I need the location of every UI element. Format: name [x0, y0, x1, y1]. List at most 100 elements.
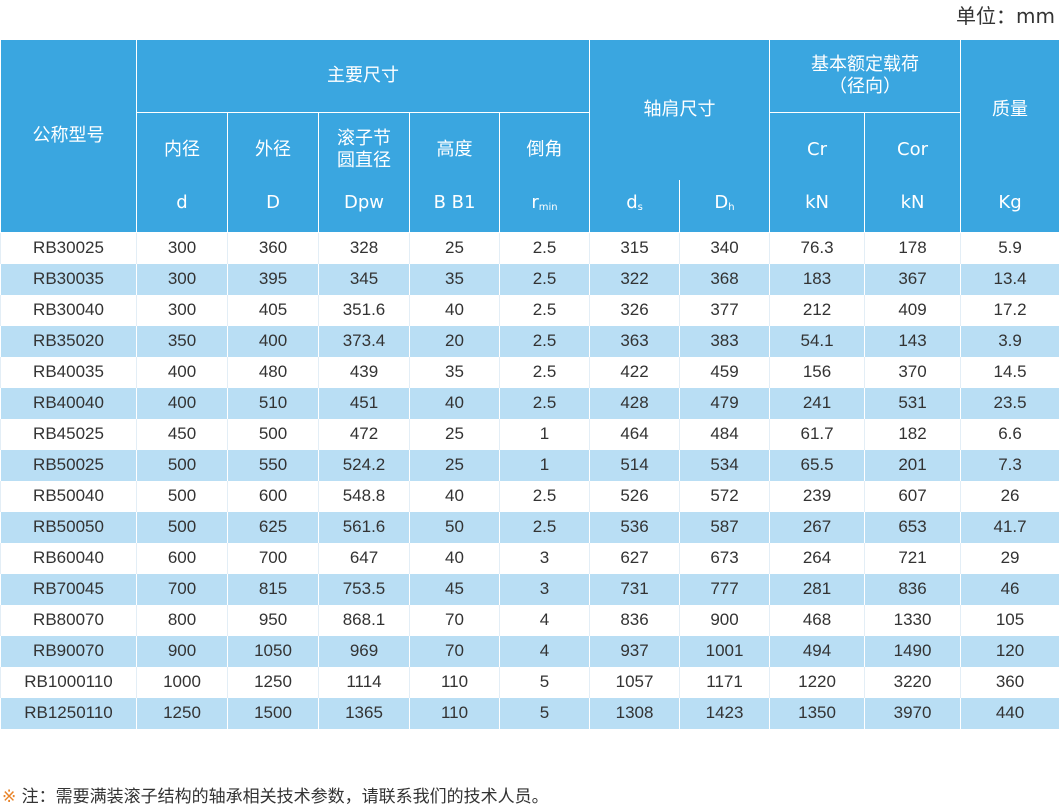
value-cell: 836	[590, 605, 680, 636]
mass-unit: Kg	[961, 180, 1059, 232]
value-cell: 35	[410, 264, 500, 295]
value-cell: 1490	[865, 636, 961, 667]
value-cell: 3	[500, 543, 590, 574]
value-cell: 721	[865, 543, 961, 574]
header-line: 高度	[410, 139, 499, 161]
value-cell: 1001	[680, 636, 770, 667]
dim-name: 内径	[137, 112, 228, 180]
shoulder-symbol: ds	[590, 180, 680, 232]
mass-header: 质量	[961, 40, 1059, 180]
value-cell: 182	[865, 419, 961, 450]
value-cell: 500	[137, 450, 228, 481]
value-cell: 937	[590, 636, 680, 667]
header-line: （径向）	[770, 76, 960, 98]
model-cell: RB50040	[1, 481, 137, 512]
value-cell: 405	[228, 295, 319, 326]
value-cell: 300	[137, 295, 228, 326]
value-cell: 524.2	[319, 450, 410, 481]
value-cell: 2.5	[500, 326, 590, 357]
value-cell: 400	[137, 357, 228, 388]
value-cell: 2.5	[500, 295, 590, 326]
value-cell: 526	[590, 481, 680, 512]
model-cell: RB30035	[1, 264, 137, 295]
value-cell: 76.3	[770, 232, 865, 264]
model-cell: RB60040	[1, 543, 137, 574]
value-cell: 14.5	[961, 357, 1059, 388]
value-cell: 178	[865, 232, 961, 264]
value-cell: 409	[865, 295, 961, 326]
header-line: 滚子节	[319, 128, 409, 150]
value-cell: 450	[137, 419, 228, 450]
value-cell: 514	[590, 450, 680, 481]
value-cell: 1	[500, 450, 590, 481]
value-cell: 212	[770, 295, 865, 326]
header-line: 倒角	[500, 139, 589, 161]
value-cell: 5.9	[961, 232, 1059, 264]
value-cell: 368	[680, 264, 770, 295]
footnote: ※ 注：需要满装滚子结构的轴承相关技术参数，请联系我们的技术人员。	[2, 782, 549, 807]
value-cell: 484	[680, 419, 770, 450]
dim-symbol: rmin	[500, 180, 590, 232]
value-cell: 534	[680, 450, 770, 481]
value-cell: 373.4	[319, 326, 410, 357]
value-cell: 322	[590, 264, 680, 295]
value-cell: 479	[680, 388, 770, 419]
value-cell: 510	[228, 388, 319, 419]
value-cell: 548.8	[319, 481, 410, 512]
value-cell: 395	[228, 264, 319, 295]
value-cell: 815	[228, 574, 319, 605]
value-cell: 587	[680, 512, 770, 543]
value-cell: 20	[410, 326, 500, 357]
value-cell: 653	[865, 512, 961, 543]
symbol: B B1	[434, 192, 476, 213]
symbol-sub: s	[638, 202, 643, 213]
value-cell: 900	[680, 605, 770, 636]
model-cell: RB1000110	[1, 667, 137, 698]
value-cell: 201	[865, 450, 961, 481]
value-cell: 328	[319, 232, 410, 264]
value-cell: 400	[137, 388, 228, 419]
symbol: r	[531, 192, 538, 213]
shoulder-symbol: Dh	[680, 180, 770, 232]
load-unit: kN	[865, 180, 961, 232]
value-cell: 500	[137, 512, 228, 543]
value-cell: 777	[680, 574, 770, 605]
unit-label: 单位：mm	[956, 0, 1055, 29]
model-header: 公称型号	[1, 40, 137, 232]
value-cell: 572	[680, 481, 770, 512]
value-cell: 1	[500, 419, 590, 450]
value-cell: 468	[770, 605, 865, 636]
value-cell: 531	[865, 388, 961, 419]
load-header: 基本额定载荷（径向）	[770, 40, 961, 112]
header-line: 内径	[137, 139, 227, 161]
value-cell: 40	[410, 388, 500, 419]
model-cell: RB90070	[1, 636, 137, 667]
symbol: Dpw	[344, 192, 384, 213]
value-cell: 363	[590, 326, 680, 357]
value-cell: 673	[680, 543, 770, 574]
symbol: d	[176, 192, 187, 213]
value-cell: 1423	[680, 698, 770, 729]
value-cell: 345	[319, 264, 410, 295]
value-cell: 500	[228, 419, 319, 450]
value-cell: 13.4	[961, 264, 1059, 295]
dim-name: 滚子节圆直径	[319, 112, 410, 180]
value-cell: 607	[865, 481, 961, 512]
value-cell: 647	[319, 543, 410, 574]
symbol: D	[266, 192, 280, 213]
value-cell: 472	[319, 419, 410, 450]
dim-name: 高度	[410, 112, 500, 180]
value-cell: 351.6	[319, 295, 410, 326]
value-cell: 1171	[680, 667, 770, 698]
value-cell: 800	[137, 605, 228, 636]
